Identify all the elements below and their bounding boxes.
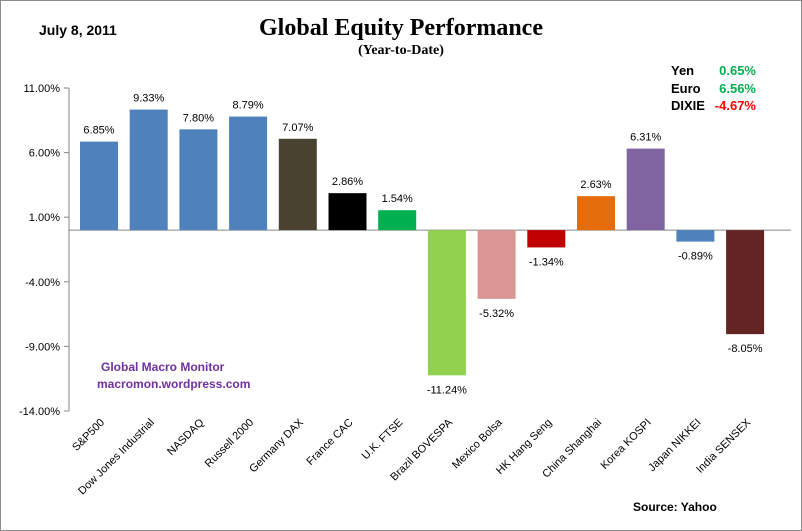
- data-label: -0.89%: [678, 251, 713, 263]
- bar: [328, 193, 367, 231]
- x-tick-label: Russell 2000: [203, 417, 256, 470]
- data-label: 7.07%: [282, 122, 313, 134]
- currency-box: Yen 0.65% Euro 6.56% DIXIE -4.67%: [671, 63, 756, 113]
- date-label: July 8, 2011: [39, 22, 117, 38]
- y-tick-label: 6.00%: [29, 148, 60, 160]
- data-label: 6.31%: [630, 132, 661, 144]
- y-tick-label: 11.00%: [24, 83, 61, 95]
- y-tick-label: -9.00%: [25, 341, 60, 353]
- y-tick-label: 1.00%: [29, 212, 60, 224]
- currency-value-dixie: -4.67%: [715, 98, 757, 113]
- data-label: -5.32%: [479, 308, 514, 320]
- bar: [129, 109, 168, 231]
- currency-name-yen: Yen: [671, 63, 694, 78]
- bar: [378, 210, 417, 231]
- bar: [726, 230, 765, 335]
- bar: [676, 230, 715, 242]
- y-tick-label: -4.00%: [25, 277, 60, 289]
- x-tick-label: NASDAQ: [165, 416, 207, 458]
- chart-title: Global Equity Performance: [259, 15, 543, 41]
- x-tick-label: Korea KOSPI: [599, 417, 654, 472]
- x-tick-label: U.K. FTSE: [360, 417, 406, 463]
- data-label: 8.79%: [232, 100, 263, 112]
- data-label: 6.85%: [83, 125, 114, 137]
- x-tick-label: S&P500: [70, 417, 107, 454]
- bar: [527, 230, 566, 248]
- bar: [229, 116, 268, 231]
- data-label: 2.86%: [332, 176, 363, 188]
- bar: [80, 141, 118, 231]
- data-label: -1.34%: [529, 256, 564, 268]
- y-tick-label: -14.00%: [19, 406, 60, 418]
- data-label: 1.54%: [382, 193, 413, 205]
- bar: [179, 129, 218, 231]
- watermark-line-1: Global Macro Monitor: [101, 360, 225, 374]
- data-label: -8.05%: [728, 343, 763, 355]
- x-tick-label: France CAC: [304, 417, 355, 468]
- bar: [626, 148, 665, 231]
- bar: [477, 230, 516, 299]
- data-label: 9.33%: [133, 93, 164, 105]
- source-label: Source: Yahoo: [633, 500, 717, 514]
- chart-subtitle: (Year-to-Date): [358, 43, 444, 58]
- data-label: -11.24%: [427, 384, 467, 396]
- watermark-line-2: macromon.wordpress.com: [97, 377, 250, 391]
- x-tick-label: Mexico Bolsa: [450, 416, 505, 471]
- data-label: 7.80%: [183, 112, 214, 124]
- bar: [577, 196, 615, 231]
- data-label: 2.63%: [580, 179, 611, 191]
- currency-name-dixie: DIXIE: [671, 98, 705, 113]
- currency-name-euro: Euro: [671, 81, 701, 96]
- bar: [427, 230, 466, 376]
- currency-value-euro: 6.56%: [719, 81, 756, 96]
- bar: [278, 138, 317, 231]
- currency-value-yen: 0.65%: [719, 63, 756, 78]
